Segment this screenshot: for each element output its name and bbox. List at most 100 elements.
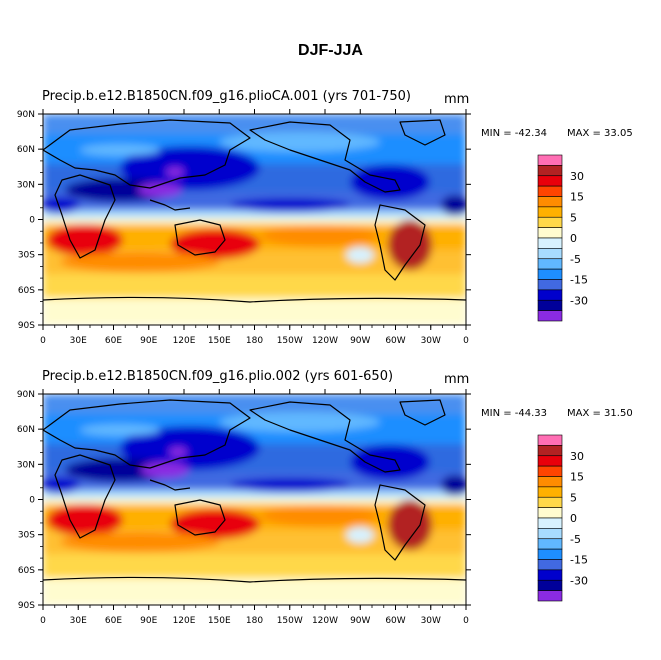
panel-1-ytick-label: 60S — [18, 286, 35, 296]
panel-1-xtick-label: 30E — [70, 336, 87, 346]
colorbar-1-swatch — [537, 154, 563, 166]
colorbar-2-swatch — [537, 486, 563, 498]
panel-1-field — [43, 114, 466, 325]
panel-2-xtick-label: 120E — [173, 616, 196, 626]
panel-2-ytick-label: 30N — [17, 460, 35, 470]
panel-1-xtick-label: 180 — [246, 336, 263, 346]
colorbar-1-swatch — [537, 206, 563, 218]
map-panel-1: Precip.b.e12.B1850CN.f09_g16.plioCA.001 … — [17, 89, 633, 346]
panel-2-xtick-label: 150E — [208, 616, 231, 626]
colorbar-2-swatch — [537, 579, 563, 591]
panel-1-ytick-label: 90S — [18, 321, 35, 331]
panel-2-xtick-label: 0 — [463, 616, 469, 626]
colorbar-2-swatch — [537, 465, 563, 477]
panel-2-xtick-label: 60E — [105, 616, 122, 626]
panel-2-xtick-label: 30W — [421, 616, 441, 626]
panel-1-ytick-label: 30S — [18, 251, 35, 261]
panel-2-max-label: MAX = 31.50 — [567, 408, 633, 419]
panel-1-ytick-label: 60N — [17, 145, 35, 155]
panel-2-title: Precip.b.e12.B1850CN.f09_g16.plio.002 (y… — [42, 369, 393, 384]
colorbar-2-swatch — [537, 476, 563, 488]
colorbar-2-label: -15 — [570, 554, 588, 567]
colorbar-1-label: 30 — [570, 170, 584, 183]
panel-2-ytick-label: 90N — [17, 390, 35, 400]
colorbar-2-swatch — [537, 590, 563, 602]
map-panel-2: Precip.b.e12.B1850CN.f09_g16.plio.002 (y… — [17, 369, 633, 626]
colorbar-2-swatch — [537, 496, 563, 508]
panel-2-ytick-label: 60S — [18, 566, 35, 576]
panel-2-xtick-label: 180 — [246, 616, 263, 626]
colorbar-1: 30 15 5 0 -5 -15 -30 — [537, 154, 588, 322]
colorbar-2: 30 15 5 0 -5 -15 -30 — [537, 434, 588, 602]
colorbar-2-swatch — [537, 455, 563, 467]
colorbar-2-label: 30 — [570, 450, 584, 463]
colorbar-2-label: -5 — [570, 533, 581, 546]
colorbar-1-swatch — [537, 289, 563, 301]
colorbar-1-swatch — [537, 216, 563, 228]
panel-1-xtick-label: 120E — [173, 336, 196, 346]
colorbar-2-label: -30 — [570, 574, 588, 587]
colorbar-1-swatch — [537, 175, 563, 187]
colorbar-1-swatch — [537, 299, 563, 311]
colorbar-1-swatch — [537, 237, 563, 249]
panel-1-xtick-label: 90E — [140, 336, 157, 346]
panel-2-xtick-label: 150W — [277, 616, 303, 626]
panel-2-ytick-label: 90S — [18, 601, 35, 611]
colorbar-2-swatch — [537, 434, 563, 446]
panel-1-xtick-label: 0 — [463, 336, 469, 346]
panel-2-xtick-label: 60W — [385, 616, 405, 626]
colorbar-2-swatch — [537, 517, 563, 529]
panel-2-field — [43, 394, 466, 605]
panel-1-xtick-label: 90W — [350, 336, 370, 346]
panel-2-xtick-label: 30E — [70, 616, 87, 626]
colorbar-1-label: 5 — [570, 211, 577, 224]
colorbar-2-swatch — [537, 445, 563, 457]
colorbar-1-label: -15 — [570, 274, 588, 287]
panel-1-xtick-label: 60E — [105, 336, 122, 346]
panel-2-min-label: MIN = -44.33 — [481, 408, 547, 419]
panel-1-ytick-label: 30N — [17, 180, 35, 190]
colorbar-1-swatch — [537, 196, 563, 208]
colorbar-1-swatch — [537, 165, 563, 177]
panel-2-xtick-label: 120W — [312, 616, 338, 626]
panel-1-ytick-label: 90N — [17, 110, 35, 120]
colorbar-2-swatch — [537, 507, 563, 519]
panel-1-xtick-label: 60W — [385, 336, 405, 346]
panel-2-ytick-label: 60N — [17, 425, 35, 435]
panel-1-title: Precip.b.e12.B1850CN.f09_g16.plioCA.001 … — [42, 89, 411, 104]
panel-1-xtick-label: 30W — [421, 336, 441, 346]
panel-1-xtick-label: 120W — [312, 336, 338, 346]
colorbar-1-swatch — [537, 279, 563, 291]
panel-1-xtick-label: 0 — [40, 336, 46, 346]
figure-title: DJF-JJA — [298, 42, 363, 59]
panel-2-ytick-label: 0 — [29, 496, 35, 506]
panel-2-xtick-label: 0 — [40, 616, 46, 626]
colorbar-2-label: 15 — [570, 471, 584, 484]
panel-1-ytick-label: 0 — [29, 216, 35, 226]
colorbar-1-label: 15 — [570, 191, 584, 204]
colorbar-1-label: -30 — [570, 294, 588, 307]
colorbar-2-swatch — [537, 569, 563, 581]
colorbar-2-swatch — [537, 559, 563, 571]
colorbar-2-swatch — [537, 538, 563, 550]
panel-1-units: mm — [444, 92, 469, 107]
colorbar-1-swatch — [537, 227, 563, 239]
colorbar-1-swatch — [537, 268, 563, 280]
panel-2-ytick-label: 30S — [18, 531, 35, 541]
panel-1-xtick-label: 150W — [277, 336, 303, 346]
colorbar-1-label: -5 — [570, 253, 581, 266]
colorbar-1-label: 0 — [570, 232, 577, 245]
colorbar-1-swatch — [537, 185, 563, 197]
panel-1-max-label: MAX = 33.05 — [567, 128, 633, 139]
panel-2-xtick-label: 90W — [350, 616, 370, 626]
colorbar-1-swatch — [537, 310, 563, 322]
colorbar-1-swatch — [537, 258, 563, 270]
panel-2-xtick-label: 90E — [140, 616, 157, 626]
panel-1-min-label: MIN = -42.34 — [481, 128, 547, 139]
panel-1-xtick-label: 150E — [208, 336, 231, 346]
colorbar-2-label: 5 — [570, 491, 577, 504]
colorbar-2-swatch — [537, 548, 563, 560]
colorbar-2-swatch — [537, 528, 563, 540]
colorbar-1-swatch — [537, 248, 563, 260]
